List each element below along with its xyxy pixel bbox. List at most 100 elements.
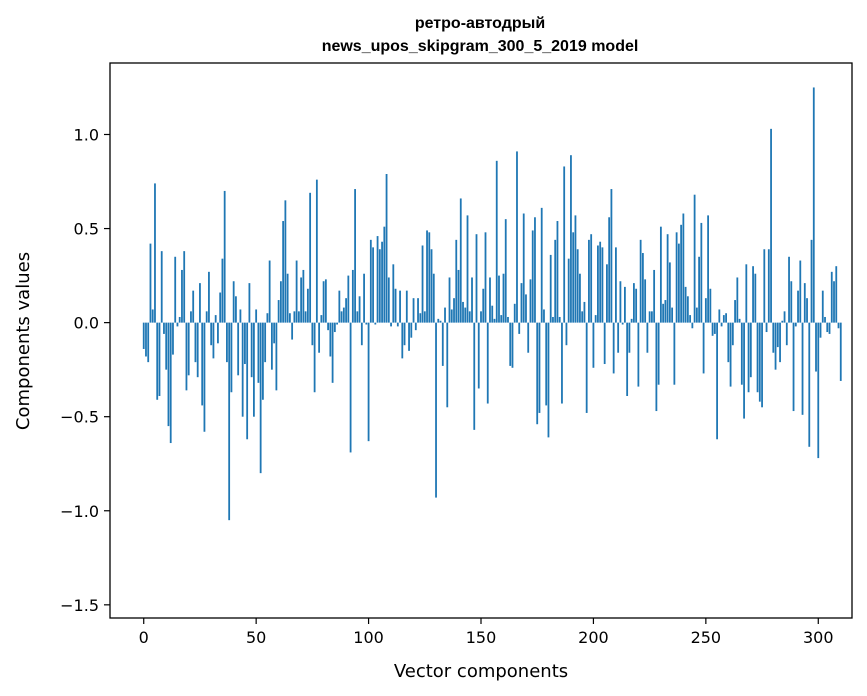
bar-component-177 — [540, 207, 543, 323]
bar-component-297 — [810, 239, 813, 323]
bar-component-295 — [806, 298, 808, 323]
bar-component-59 — [275, 322, 278, 391]
bar-component-217 — [630, 318, 633, 323]
bar-component-33 — [217, 322, 219, 344]
bar-component-73 — [306, 288, 309, 323]
bar-component-212 — [619, 281, 622, 323]
bar-component-120 — [412, 298, 415, 323]
bar-component-25 — [199, 283, 201, 323]
y-tick-label: 0.0 — [74, 314, 99, 333]
bar-component-81 — [324, 279, 327, 323]
bar-component-207 — [608, 217, 611, 323]
bar-component-161 — [504, 219, 507, 323]
bar-component-256 — [718, 309, 721, 323]
bar-component-187 — [563, 166, 566, 323]
bar-component-71 — [302, 269, 305, 323]
bar-component-67 — [293, 311, 296, 323]
bar-component-127 — [428, 232, 431, 323]
bar-component-294 — [803, 283, 806, 323]
bar-component-186 — [561, 322, 563, 404]
bar-component-209 — [612, 322, 615, 374]
bar-component-296 — [808, 322, 811, 447]
bar-component-240 — [682, 213, 685, 323]
bar-component-201 — [594, 315, 597, 323]
bar-component-130 — [435, 322, 437, 498]
bar-component-290 — [794, 322, 797, 327]
bar-component-76 — [313, 322, 316, 393]
bar-component-148 — [475, 234, 478, 323]
bar-component-301 — [819, 322, 822, 338]
bar-component-152 — [484, 232, 487, 323]
x-tick-label: 300 — [803, 628, 834, 647]
bar-component-309 — [837, 322, 840, 329]
bar-component-202 — [597, 245, 599, 323]
bar-component-5 — [154, 183, 156, 323]
bar-component-246 — [695, 307, 698, 323]
bar-component-0 — [142, 322, 145, 349]
bar-component-182 — [552, 316, 554, 323]
bar-component-13 — [172, 322, 174, 355]
bar-component-247 — [698, 256, 700, 323]
bar-component-252 — [709, 288, 712, 323]
chart-title-line-1: ретро-автодрый — [415, 15, 545, 32]
bar-component-284 — [781, 320, 784, 323]
bar-component-193 — [576, 249, 579, 323]
bar-component-68 — [295, 260, 298, 323]
bar-component-89 — [342, 307, 345, 323]
bar-component-144 — [466, 215, 469, 323]
bar-component-42 — [237, 322, 240, 376]
bar-component-306 — [830, 271, 833, 323]
bar-component-245 — [693, 194, 696, 323]
bar-component-14 — [174, 256, 177, 323]
y-axis-label: Components values — [13, 252, 34, 430]
bar-component-98 — [363, 273, 365, 323]
bar-component-47 — [248, 283, 251, 323]
bar-component-44 — [241, 322, 244, 417]
x-tick-label: 0 — [139, 628, 149, 647]
bar-component-54 — [264, 322, 267, 363]
bar-component-264 — [736, 277, 739, 323]
bar-component-92 — [349, 322, 352, 453]
bar-component-242 — [686, 296, 689, 323]
bar-component-169 — [522, 213, 525, 323]
bar-component-79 — [320, 315, 323, 323]
bar-component-23 — [194, 322, 197, 363]
bar-component-258 — [722, 315, 725, 323]
x-tick-label: 50 — [246, 628, 266, 647]
bar-component-153 — [486, 322, 489, 404]
bar-component-28 — [205, 311, 208, 323]
bar-component-93 — [351, 269, 354, 323]
bar-component-29 — [208, 271, 210, 323]
bar-component-7 — [158, 322, 161, 396]
bar-component-254 — [713, 322, 716, 334]
bar-component-225 — [648, 311, 651, 323]
bar-component-100 — [367, 322, 370, 442]
bar-component-156 — [493, 318, 496, 323]
bar-component-84 — [331, 322, 334, 383]
bar-component-173 — [531, 230, 534, 323]
bar-component-268 — [745, 264, 748, 323]
bar-component-1 — [145, 322, 147, 357]
bar-component-192 — [574, 215, 577, 323]
bar-component-234 — [668, 262, 671, 323]
bar-component-175 — [536, 322, 539, 425]
bar-component-22 — [192, 290, 195, 323]
bar-component-227 — [653, 269, 656, 323]
bar-component-129 — [432, 273, 435, 323]
bar-component-265 — [738, 318, 741, 323]
bar-component-140 — [457, 269, 460, 323]
bar-component-106 — [381, 241, 383, 323]
bar-component-222 — [641, 253, 644, 323]
bar-component-110 — [390, 322, 392, 327]
bar-component-205 — [603, 322, 606, 365]
bar-component-147 — [473, 322, 476, 430]
bar-component-259 — [725, 313, 727, 323]
bar-component-102 — [372, 247, 374, 323]
bar-component-20 — [187, 322, 190, 376]
bar-component-195 — [581, 311, 584, 323]
bar-component-113 — [396, 322, 399, 327]
bar-component-58 — [273, 322, 276, 344]
bar-component-262 — [731, 322, 734, 346]
bar-component-168 — [520, 283, 523, 323]
bar-component-257 — [720, 322, 723, 327]
